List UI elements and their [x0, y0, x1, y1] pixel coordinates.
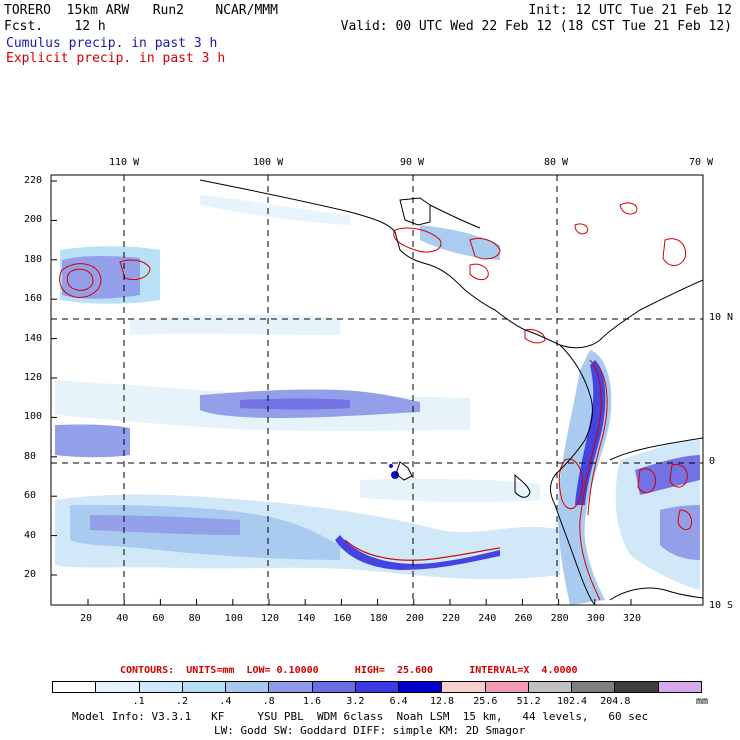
x-tick-label: 20 — [80, 613, 93, 624]
init-time: Init: 12 UTC Tue 21 Feb 12 — [528, 3, 733, 18]
colorbar-segment — [485, 682, 529, 692]
tick-marks — [51, 180, 632, 605]
y-tick-label: 180 — [24, 253, 43, 265]
colorbar-segment — [96, 682, 140, 692]
colorbar-segment — [658, 682, 701, 692]
x-tick-label: 220 — [442, 613, 461, 624]
lat-lon-grid — [51, 175, 703, 605]
x-tick-label: 140 — [297, 613, 316, 624]
x-tick-label: 180 — [369, 613, 388, 624]
colorbar-segment — [226, 682, 270, 692]
explicit-contours — [59, 202, 693, 601]
legend-cumulus: Cumulus precip. in past 3 h — [6, 36, 218, 51]
y-tick-label: 200 — [24, 214, 43, 226]
colorbar-label: 1.6 — [302, 696, 322, 707]
colorbar-label: .2 — [175, 696, 189, 707]
x-tick-label: 160 — [333, 613, 352, 624]
x-tick-label: 60 — [152, 613, 165, 624]
y-tick-label: 40 — [24, 529, 37, 541]
lat-label-10s: 10 S — [709, 600, 734, 611]
colorbar-label: 51.2 — [516, 696, 541, 707]
colorbar-segment — [139, 682, 183, 692]
y-tick-label: 220 — [24, 175, 43, 186]
colorbar-unit: mm — [696, 696, 709, 707]
colorbar-segment — [399, 682, 443, 692]
colorbar-label: .4 — [219, 696, 232, 707]
forecast-hour: Fcst. 12 h — [4, 19, 106, 34]
y-tick-label: 120 — [24, 372, 43, 383]
y-tick-label: 20 — [24, 569, 37, 580]
x-tick-label: 40 — [116, 613, 129, 624]
lon-label-70w: 70 W — [689, 157, 714, 168]
x-tick-label: 320 — [623, 613, 642, 624]
model-info-line2: LW: Godd SW: Goddard DIFF: simple KM: 2D… — [214, 724, 526, 737]
lon-label-110w: 110 W — [109, 157, 140, 168]
lat-label-10n: 10 N — [709, 312, 734, 323]
x-tick-label: 280 — [550, 613, 569, 624]
colorbar-segment — [615, 682, 659, 692]
colorbar-segment — [182, 682, 227, 692]
colorbar-segment — [269, 682, 313, 692]
precip-colorbar — [52, 681, 702, 693]
legend-explicit: Explicit precip. in past 3 h — [6, 51, 226, 66]
colorbar-label: 102.4 — [556, 696, 588, 707]
colorbar-label: .8 — [262, 696, 275, 707]
lat-label-0: 0 — [709, 456, 716, 467]
x-tick-label: 80 — [188, 613, 201, 624]
colorbar-segment — [442, 682, 486, 692]
valid-time: Valid: 00 UTC Wed 22 Feb 12 (18 CST Tue … — [340, 19, 732, 34]
y-tick-label: 60 — [24, 490, 37, 502]
colorbar-label: 12.8 — [429, 696, 455, 707]
x-tick-label: 100 — [224, 613, 243, 624]
y-tick-label: 160 — [24, 293, 43, 305]
coastlines — [199, 179, 703, 605]
lon-label-90w: 90 W — [400, 157, 425, 168]
colorbar-label: 204.8 — [600, 696, 631, 707]
y-tick-label: 80 — [24, 450, 37, 462]
colorbar-label: 6.4 — [389, 696, 408, 707]
contour-info: CONTOURS: UNITS=mm LOW= 0.10000 HIGH= 25… — [120, 665, 578, 676]
x-tick-label: 260 — [514, 613, 533, 624]
x-tick-label: 240 — [478, 613, 497, 624]
lon-label-80w: 80 W — [544, 157, 569, 168]
y-tick-label: 100 — [24, 411, 43, 423]
plot-title: TORERO 15km ARW Run2 NCAR/MMM — [4, 3, 278, 18]
colorbar-segment — [355, 682, 400, 692]
colorbar-segment — [572, 682, 616, 692]
colorbar-label: 3.2 — [346, 696, 365, 707]
model-info-line1: Model Info: V3.3.1 KF YSU PBL WDM 6class… — [72, 710, 649, 723]
lon-label-100w: 100 W — [253, 157, 284, 168]
x-tick-label: 120 — [261, 613, 280, 624]
colorbar-label: .1 — [132, 696, 145, 707]
x-tick-label: 200 — [405, 613, 424, 624]
colorbar-label: 25.6 — [473, 696, 498, 707]
colorbar-segment — [528, 682, 573, 692]
plot-frame — [50, 174, 704, 606]
x-tick-label: 300 — [586, 613, 605, 624]
y-tick-label: 140 — [24, 332, 43, 344]
colorbar-segment — [312, 682, 356, 692]
colorbar-segment — [53, 682, 97, 692]
